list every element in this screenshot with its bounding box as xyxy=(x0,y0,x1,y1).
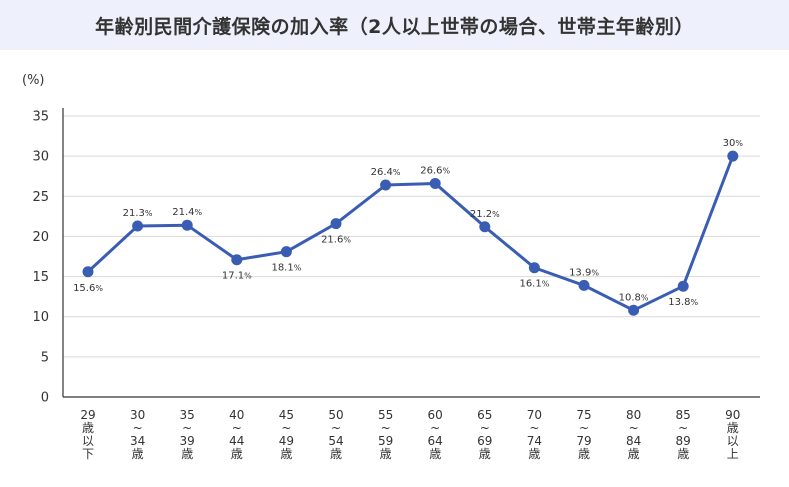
data-label-13: 30% xyxy=(723,138,744,149)
data-point-13 xyxy=(727,150,739,162)
x-tick-label-1: 30 ~34 歳 xyxy=(130,408,145,461)
y-tick-label-10: 10 xyxy=(32,310,49,325)
data-point-0 xyxy=(82,266,94,278)
data-label-7: 26.6% xyxy=(420,165,450,176)
y-axis-unit-label: (%) xyxy=(22,73,45,88)
y-tick-labels: 0 5 10 15 20 25 30 35 xyxy=(32,110,49,406)
chart-title: 年齢別民間介護保険の加入率（2人以上世帯の場合、世帯主年齢別） xyxy=(95,15,694,38)
data-label-0: 15.6% xyxy=(73,283,103,294)
data-label-2: 21.4% xyxy=(172,207,202,218)
y-tick-label-20: 20 xyxy=(32,230,49,245)
x-tick-label-13: 90 歳以上 xyxy=(725,408,740,461)
data-label-5: 21.6% xyxy=(321,235,351,246)
y-tick-label-0: 0 xyxy=(41,391,49,406)
x-tick-label-9: 70 ~74 歳 xyxy=(527,408,542,461)
x-tick-label-11: 80 ~84 歳 xyxy=(626,408,641,461)
data-labels: 15.6% 21.3% 21.4% 17.1% 18.1% 21.6% 26.4% 26.6%… xyxy=(73,138,743,308)
data-point-1 xyxy=(132,220,144,232)
data-label-12: 13.8% xyxy=(668,297,698,308)
data-label-4: 18.1% xyxy=(271,263,301,274)
data-label-3: 17.1% xyxy=(222,271,252,282)
data-point-5 xyxy=(330,218,342,230)
data-label-1: 21.3% xyxy=(123,208,153,219)
data-point-7 xyxy=(429,177,441,189)
data-point-10 xyxy=(578,279,590,291)
data-point-3 xyxy=(231,254,243,266)
y-tick-label-25: 25 xyxy=(32,190,49,205)
x-tick-label-8: 65 ~69 歳 xyxy=(477,408,492,461)
x-tick-label-4: 45 ~49 歳 xyxy=(279,408,294,461)
x-tick-label-0: 29 歳以下 xyxy=(80,408,95,461)
y-tick-label-5: 5 xyxy=(41,350,49,365)
x-tick-label-2: 35 ~39 歳 xyxy=(180,408,195,461)
title-bar: 年齢別民間介護保険の加入率（2人以上世帯の場合、世帯主年齢別） xyxy=(0,0,789,50)
x-tick-label-10: 75 ~79 歳 xyxy=(576,408,591,461)
x-tick-label-7: 60 ~64 歳 xyxy=(428,408,443,461)
x-tick-labels: 29 歳以下 30 ~34 歳 35 ~39 歳 40 ~44 歳 45 ~49 歳 50 ~54 歳 55 ~59… xyxy=(80,408,740,461)
x-tick-label-6: 55 ~59 歳 xyxy=(378,408,393,461)
data-point-4 xyxy=(280,246,292,258)
data-point-8 xyxy=(479,221,491,233)
x-tick-label-5: 50 ~54 歳 xyxy=(328,408,343,461)
data-point-6 xyxy=(380,179,392,191)
data-point-9 xyxy=(528,262,540,274)
y-tick-label-15: 15 xyxy=(32,270,49,285)
data-points xyxy=(82,150,739,316)
x-tick-label-3: 40 ~44 歳 xyxy=(229,408,244,461)
data-point-12 xyxy=(677,280,689,292)
data-label-9: 16.1% xyxy=(519,279,549,290)
y-tick-label-30: 30 xyxy=(32,150,49,165)
data-label-6: 26.4% xyxy=(371,167,401,178)
data-label-11: 10.8% xyxy=(619,292,649,303)
series-line xyxy=(86,155,735,312)
series-line-layer xyxy=(86,155,735,312)
data-label-8: 21.2% xyxy=(470,209,500,220)
gridlines xyxy=(63,115,760,358)
y-tick-label-35: 35 xyxy=(32,110,49,125)
axes xyxy=(62,108,760,398)
x-tick-label-12: 85 ~89 歳 xyxy=(676,408,691,461)
data-point-2 xyxy=(181,219,193,231)
data-point-11 xyxy=(628,304,640,316)
data-label-10: 13.9% xyxy=(569,267,599,278)
